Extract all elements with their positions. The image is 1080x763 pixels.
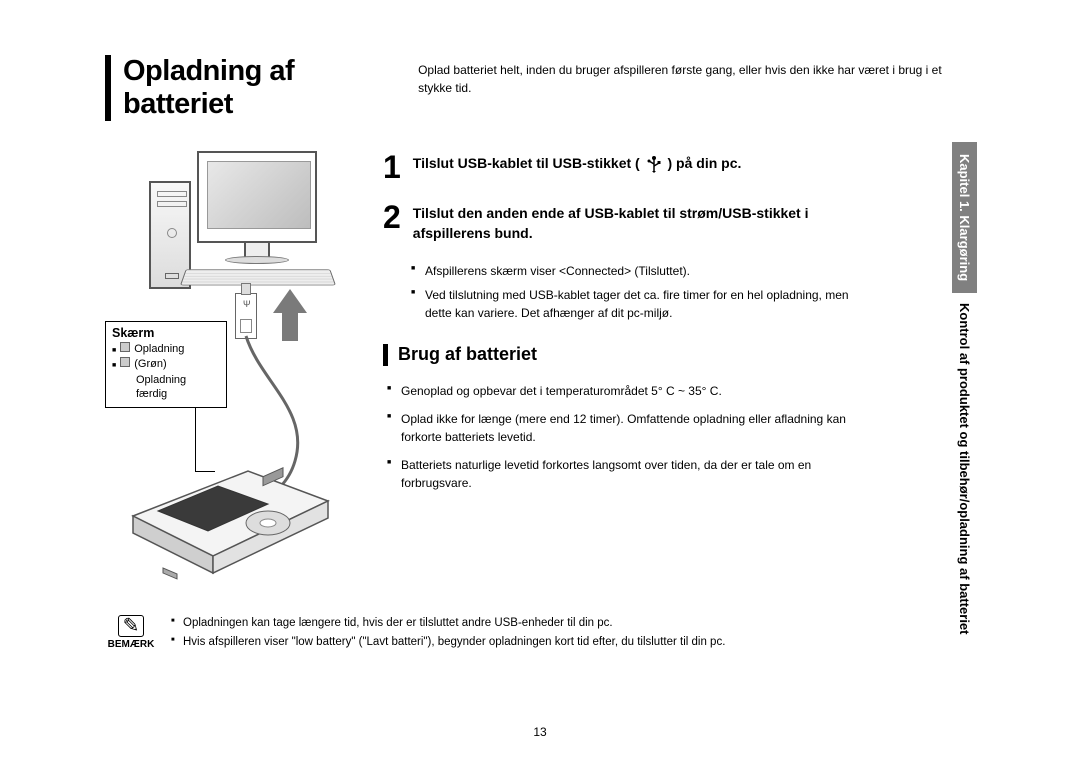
usb-plug-face xyxy=(240,319,252,333)
breadcrumb-tab: Kontrol af produktet og tilbehør/opladni… xyxy=(952,293,977,635)
usb-trident-icon: Ψ xyxy=(243,299,251,309)
title-row: Opladning af batteriet Oplad batteriet h… xyxy=(105,55,975,121)
step-body: Tilslut den anden ende af USB-kablet til… xyxy=(413,203,853,244)
screen-legend-line: Opladning færdig xyxy=(112,373,220,402)
step-title: Tilslut USB-kablet til USB-stikket ( ) p… xyxy=(413,153,742,173)
usb-plug-tip xyxy=(241,283,251,295)
screen-legend-title: Skærm xyxy=(112,326,220,340)
screen-legend-line: ■ (Grøn) xyxy=(112,357,220,371)
tower-drive-slot xyxy=(157,191,187,197)
use-bullet: Oplad ikke for længe (mere end 12 timer)… xyxy=(387,410,853,446)
illustration-container: Ψ Skærm ■ Opladning ■ (Grøn) xyxy=(105,151,355,576)
screen-legend-box: Skærm ■ Opladning ■ (Grøn) Opladning fær… xyxy=(105,321,227,408)
step-number: 1 xyxy=(383,151,401,183)
screen-legend-line: ■ Opladning xyxy=(112,342,220,356)
step-title: Tilslut den anden ende af USB-kablet til… xyxy=(413,203,853,244)
note-tag: ✎ BEMÆRK xyxy=(105,615,157,650)
content-columns: Ψ Skærm ■ Opladning ■ (Grøn) xyxy=(105,151,975,576)
step-title-text: Tilslut USB-kablet til USB-stikket ( xyxy=(413,155,640,171)
illustration-column: Ψ Skærm ■ Opladning ■ (Grøn) xyxy=(105,151,355,576)
step-body: Tilslut USB-kablet til USB-stikket ( ) p… xyxy=(413,153,742,183)
use-bullets: Genoplad og opbevar det i temperaturområ… xyxy=(387,382,853,492)
use-bullet: Batteriets naturlige levetid forkortes l… xyxy=(387,456,853,492)
tower-usb-port-icon xyxy=(165,273,179,279)
side-tab: Kapitel 1. Klargøring Kontrol af produkt… xyxy=(952,142,980,672)
note-row: ✎ BEMÆRK Opladningen kan tage længere ti… xyxy=(105,615,905,654)
section-heading: Brug af batteriet xyxy=(383,344,853,366)
arrow-up-icon xyxy=(273,289,307,341)
note-bullet: Opladningen kan tage længere tid, hvis d… xyxy=(171,615,725,632)
section-heading-text: Brug af batteriet xyxy=(398,344,537,365)
use-bullet: Genoplad og opbevar det i temperaturområ… xyxy=(387,382,853,400)
mp3-player-device xyxy=(113,451,348,581)
step-1: 1 Tilslut USB-kablet til USB-stikket ( xyxy=(383,151,853,183)
tower-power-button-icon xyxy=(167,228,177,238)
pencil-icon: ✎ xyxy=(118,615,144,637)
pc-monitor-stand xyxy=(244,243,270,257)
chapter-tab: Kapitel 1. Klargøring xyxy=(952,142,977,293)
tower-drive-slot xyxy=(157,201,187,207)
step-2: 2 Tilslut den anden ende af USB-kablet t… xyxy=(383,201,853,244)
screen-legend-text: (Grøn) xyxy=(134,357,166,371)
usb-trident-icon xyxy=(647,155,661,173)
page-title: Opladning af batteriet xyxy=(123,55,400,121)
note-bullets: Opladningen kan tage længere tid, hvis d… xyxy=(171,615,725,654)
bullet-icon: ■ xyxy=(112,346,116,355)
pc-keyboard xyxy=(180,269,336,285)
pc-monitor-screen xyxy=(207,161,311,229)
screen-legend-text: Opladning xyxy=(134,342,184,356)
text-column: 1 Tilslut USB-kablet til USB-stikket ( xyxy=(383,151,853,576)
section-bar-icon xyxy=(383,344,388,366)
manual-page: Opladning af batteriet Oplad batteriet h… xyxy=(105,55,975,715)
step-title-text: ) på din pc. xyxy=(667,155,741,171)
step-2-bullets: Afspillerens skærm viser <Connected> (Ti… xyxy=(411,262,853,322)
screen-legend-text: Opladning færdig xyxy=(136,373,220,402)
leader-line xyxy=(195,471,215,472)
step-2-bullet: Afspillerens skærm viser <Connected> (Ti… xyxy=(411,262,853,280)
bullet-icon: ■ xyxy=(112,361,116,370)
charging-icon xyxy=(120,342,130,352)
charged-icon xyxy=(120,357,130,367)
page-number: 13 xyxy=(533,725,546,739)
step-number: 2 xyxy=(383,201,401,244)
note-bullet: Hvis afspilleren viser "low battery" ("L… xyxy=(171,634,725,651)
pc-monitor-base xyxy=(225,256,289,264)
step-2-bullet: Ved tilslutning med USB-kablet tager det… xyxy=(411,286,853,322)
note-label: BEMÆRK xyxy=(105,639,157,650)
page-subtitle: Oplad batteriet helt, inden du bruger af… xyxy=(418,61,975,97)
pc-monitor xyxy=(197,151,317,243)
